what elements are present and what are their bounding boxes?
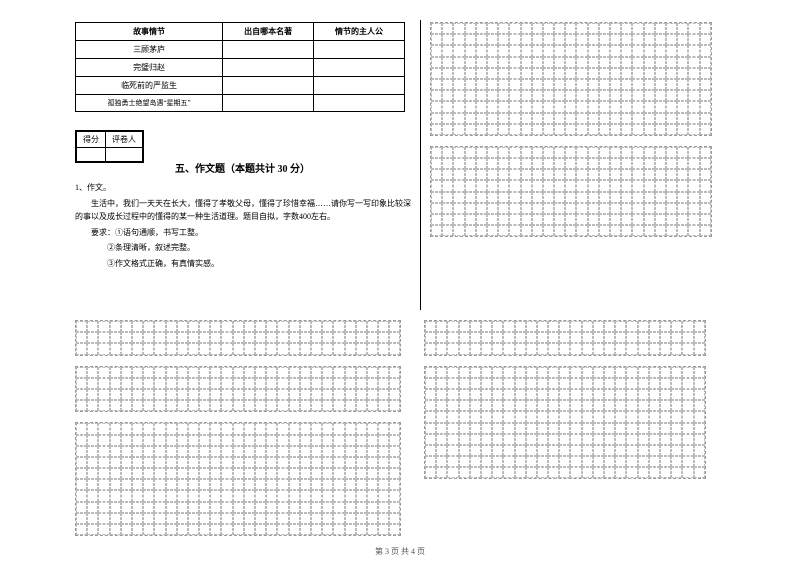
table-row: 孤独勇士绝望岛遇“星期五” [76,95,405,112]
table-cell [223,59,314,77]
writing-grid-block [430,146,725,242]
table-cell [223,41,314,59]
table-cell [223,95,314,112]
section-title: 五、作文题（本题共计 30 分） [175,160,415,175]
question-number: 1、作文。 [75,181,415,195]
writing-grid-block [424,320,719,360]
writing-grid-block [430,22,725,140]
table-row: 三顾茅庐 [76,41,405,59]
table-header: 情节的主人公 [314,23,405,41]
table-cell [223,77,314,95]
score-label: 得分 [77,132,106,148]
table-cell: 三顾茅庐 [76,41,223,59]
table-cell [314,95,405,112]
table-header-row: 故事情节 出自哪本名著 情节的主人公 [76,23,405,41]
table-row: 临死前的严监生 [76,77,405,95]
left-column: 故事情节 出自哪本名著 情节的主人公 三顾茅庐 完璧归赵 临死前的严监生 孤独勇… [75,22,415,273]
writing-grid-block [75,320,410,360]
table-cell [314,59,405,77]
right-column [430,22,725,247]
column-divider [420,20,421,310]
table-header: 出自哪本名著 [223,23,314,41]
page-footer: 第 3 页 共 4 页 [0,546,800,557]
table-cell: 完璧归赵 [76,59,223,77]
table-cell: 临死前的严监生 [76,77,223,95]
writing-grid-block [424,366,719,484]
table-cell [314,41,405,59]
story-table: 故事情节 出自哪本名著 情节的主人公 三顾茅庐 完璧归赵 临死前的严监生 孤独勇… [75,22,405,112]
writing-grid-block [75,422,410,540]
writing-grid-block [75,366,410,417]
prompt-text: 生活中，我们一天天在长大，懂得了孝敬父母，懂得了珍惜幸福……请你写一写印象比较深… [75,197,415,224]
score-blank [77,148,106,162]
requirements-line3: ③作文格式正确，有真情实感。 [75,257,415,271]
table-cell: 孤独勇士绝望岛遇“星期五” [76,95,223,112]
requirements-line1: 要求：①语句通顺，书写工整。 [75,226,415,240]
table-cell [314,77,405,95]
requirements-line2: ②条理清晰，叙述完整。 [75,241,415,255]
score-box: 得分 评卷人 [75,130,144,163]
grader-label: 评卷人 [106,132,143,148]
grader-blank [106,148,143,162]
bottom-grids [75,320,725,546]
table-row: 完璧归赵 [76,59,405,77]
table-header: 故事情节 [76,23,223,41]
